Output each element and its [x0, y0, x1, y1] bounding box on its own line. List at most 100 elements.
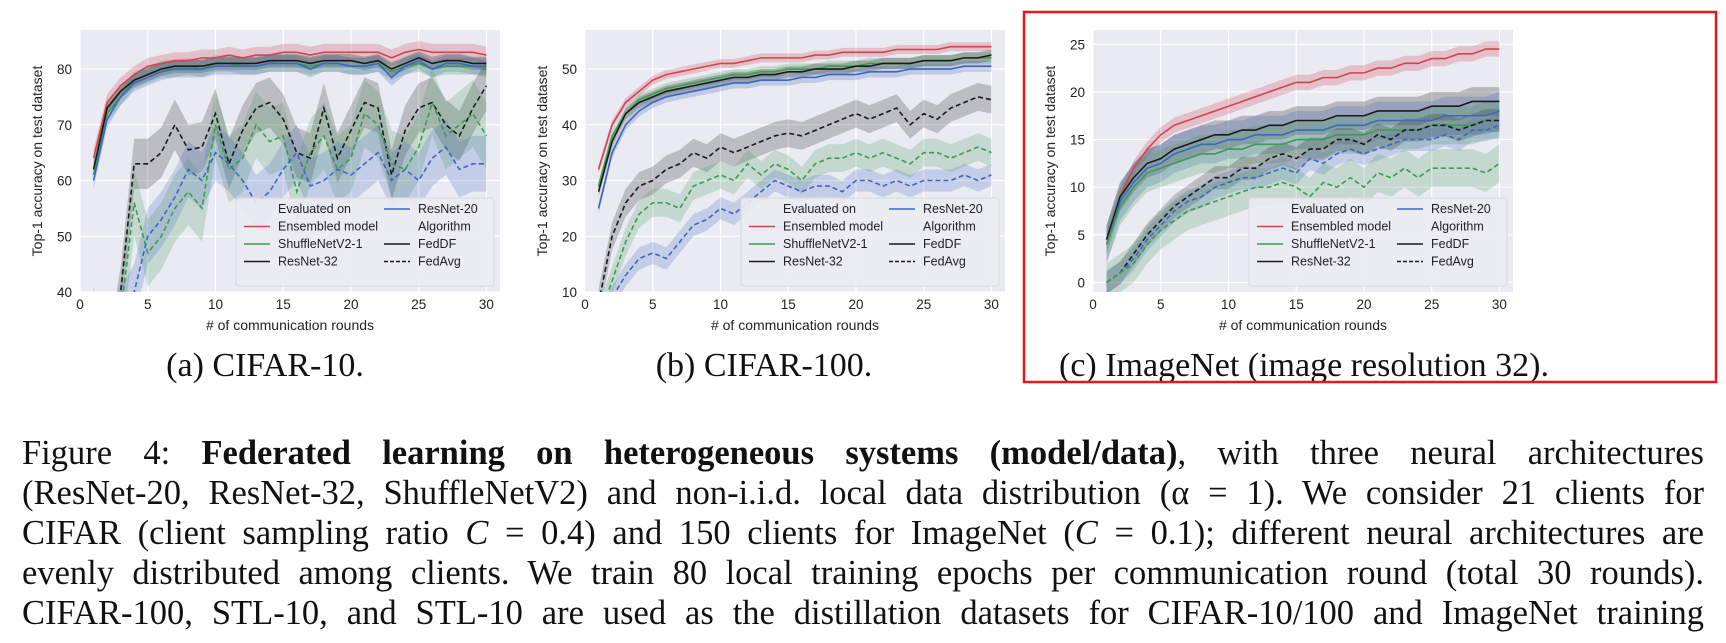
x-tick-label: 30: [479, 297, 494, 312]
y-axis-label: Top-1 accuracy on test dataset: [1042, 66, 1058, 257]
legend-entry: Ensembled model: [278, 220, 378, 234]
y-tick-label: 5: [1077, 228, 1085, 243]
caption-line-4: evenly distributed among clients. We tra…: [22, 554, 1704, 592]
caption-line-3-a: CIFAR (client sampling ratio: [22, 514, 466, 552]
legend-entry: ResNet-20: [418, 202, 478, 216]
series-band-resnet32-feddf: [1106, 87, 1500, 254]
series-band-shufflenet-fedavg: [1106, 144, 1500, 292]
y-axis-label: Top-1 accuracy on test dataset: [534, 66, 550, 257]
x-tick-label: 10: [713, 297, 728, 312]
legend-entry: FedDF: [1431, 237, 1470, 251]
y-tick-label: 70: [57, 118, 72, 133]
series-line-resnet20-fedavg: [1106, 124, 1500, 284]
x-tick-label: 0: [76, 297, 84, 312]
chart-panel-1: 0 5 10 15 20 25 30 10 20 30 40 50 # of communication…: [534, 30, 1005, 384]
x-axis-label: # of communication rounds: [711, 317, 879, 333]
series-line-resnet32-feddf: [1105, 100, 1500, 240]
x-tick-label: 20: [1356, 297, 1371, 312]
series-line-resnet32-feddf: [92, 57, 487, 170]
legend-entry: ResNet-20: [1431, 202, 1491, 216]
chart-panel-2: 0 5 10 15 20 25 30 0 5 10 15 20 25 # of communication…: [1042, 30, 1549, 384]
series-line-ensembled-feddf: [597, 45, 992, 170]
plot-area: [92, 41, 488, 292]
caption-line-1-rest: , with three neural architectures: [1177, 434, 1704, 472]
legend-entry: Evaluated on: [783, 202, 856, 216]
y-tick-label: 10: [562, 285, 577, 300]
legend-entry: Algorithm: [1431, 220, 1484, 234]
highlight-box: [1022, 10, 1718, 384]
legend-entry: FedAvg: [1431, 255, 1474, 269]
caption-line-5: CIFAR-100, STL-10, and STL-10 are used a…: [22, 594, 1704, 632]
series-line-resnet20-fedavg: [133, 145, 487, 292]
caption-symbol-c: C: [1074, 514, 1098, 552]
y-tick-label: 10: [1070, 180, 1085, 195]
legend: Evaluated on Ensembled model ShuffleNetV2-…: [740, 197, 1000, 287]
x-tick-label: 15: [276, 297, 291, 312]
legend-box: [235, 197, 495, 287]
y-tick-label: 20: [562, 229, 577, 244]
legend-entry: Ensembled model: [783, 220, 883, 234]
y-tick-label: 50: [562, 62, 577, 77]
x-tick-label: 30: [1492, 297, 1507, 312]
x-tick-label: 20: [848, 297, 863, 312]
y-tick-label: 15: [1070, 133, 1085, 148]
x-tick-label: 30: [984, 297, 999, 312]
series-line-resnet32-fedavg: [119, 85, 488, 292]
y-tick-label: 60: [57, 174, 72, 189]
series-line-resnet32-fedavg: [599, 96, 992, 292]
legend-entry: ShuffleNetV2-1: [1291, 237, 1376, 251]
series-line-shufflenet-fedavg: [1106, 162, 1500, 284]
series-line-resnet20-feddf: [92, 59, 487, 181]
series-line-ensembled-feddf: [1105, 48, 1500, 240]
y-tick-label: 50: [57, 229, 72, 244]
caption-line-3-d: = 0.1); different neural architectures a…: [1097, 514, 1704, 552]
series-line-resnet32-feddf: [597, 54, 992, 192]
chart-panel-0: 0 5 10 15 20 25 30 40 50 60 70 80 # of communication…: [29, 30, 500, 384]
caption-bold-title: Federated learning on heterogeneous syst…: [201, 434, 1178, 472]
x-axis-label: # of communication rounds: [206, 317, 374, 333]
legend-entry: ResNet-20: [923, 202, 983, 216]
subfigure-caption: (a) CIFAR-10.: [166, 347, 364, 384]
legend-entry: FedDF: [923, 237, 962, 251]
series-line-ensembled-feddf: [92, 48, 487, 159]
x-tick-label: 5: [1157, 297, 1165, 312]
legend-entry: ShuffleNetV2-1: [783, 237, 868, 251]
series-band-resnet32-fedavg: [1106, 109, 1500, 292]
plot-area: [1105, 41, 1500, 292]
caption-line-3: CIFAR (client sampling ratio C = 0.4) an…: [22, 513, 1704, 553]
legend-entry: Algorithm: [923, 220, 976, 234]
series-band-resnet32-feddf: [598, 49, 992, 198]
x-tick-label: 20: [343, 297, 358, 312]
legend-entry: FedAvg: [418, 255, 461, 269]
legend-entry: ResNet-32: [278, 255, 338, 269]
legend: Evaluated on Ensembled model ShuffleNetV2-…: [1248, 197, 1508, 287]
series-line-shufflenet-fedavg: [607, 146, 992, 292]
y-tick-label: 40: [562, 118, 577, 133]
series-band-resnet20-fedavg: [609, 163, 992, 292]
y-tick-label: 25: [1070, 37, 1085, 52]
legend-entry: ResNet-32: [1291, 255, 1351, 269]
series-band-shufflenet-fedavg: [93, 69, 487, 292]
x-tick-label: 0: [1089, 297, 1097, 312]
x-tick-label: 25: [916, 297, 931, 312]
series-band-shufflenet-feddf: [93, 55, 487, 184]
series-band-resnet32-fedavg: [598, 82, 992, 292]
legend-entry: Ensembled model: [1291, 220, 1391, 234]
x-tick-label: 25: [411, 297, 426, 312]
subfigure-caption: (b) CIFAR-100.: [656, 347, 873, 384]
series-line-shufflenet-fedavg: [122, 100, 488, 292]
caption-line-2: (ResNet-20, ResNet-32, ShuffleNetV2) and…: [22, 474, 1704, 512]
x-tick-label: 15: [781, 297, 796, 312]
caption-figure-number: Figure 4:: [22, 434, 202, 472]
x-tick-label: 0: [581, 297, 589, 312]
legend: Evaluated on Ensembled model ShuffleNetV2-…: [235, 197, 495, 287]
x-tick-label: 10: [1221, 297, 1236, 312]
y-tick-label: 20: [1070, 85, 1085, 100]
x-tick-label: 5: [144, 297, 152, 312]
y-tick-label: 40: [57, 285, 72, 300]
legend-entry: FedDF: [418, 237, 457, 251]
caption-symbol-c: C: [465, 514, 489, 552]
legend-entry: FedAvg: [923, 255, 966, 269]
series-band-shufflenet-fedavg: [603, 133, 992, 292]
x-tick-label: 15: [1289, 297, 1304, 312]
